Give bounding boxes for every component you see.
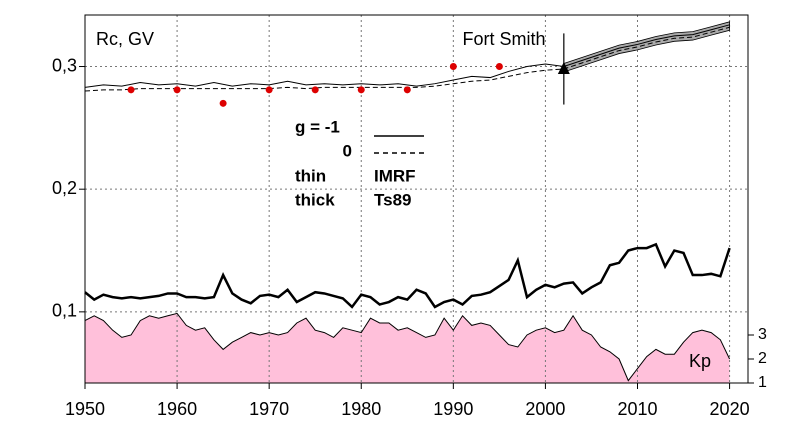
line bbox=[84, 24, 730, 88]
x-tick-label: 1990 bbox=[433, 399, 473, 419]
point bbox=[403, 86, 411, 94]
y-tick-label: 0,2 bbox=[52, 178, 77, 198]
x-tick-label: 1980 bbox=[341, 399, 381, 419]
point bbox=[311, 86, 319, 94]
x-tick-label: 2020 bbox=[710, 399, 750, 419]
legend-text: thick bbox=[295, 190, 335, 209]
x-tick-label: 1950 bbox=[65, 399, 105, 419]
line bbox=[84, 26, 730, 92]
kp-outline bbox=[84, 312, 731, 382]
point bbox=[219, 99, 227, 107]
station-marker bbox=[557, 61, 570, 74]
point bbox=[495, 63, 503, 71]
plot-frame bbox=[84, 14, 749, 384]
point bbox=[449, 63, 457, 71]
kp-label: Kp bbox=[689, 351, 711, 371]
y2-tick-label: 3 bbox=[758, 326, 767, 343]
x-tick-label: 1960 bbox=[157, 399, 197, 419]
annotation: Fort Smith bbox=[462, 29, 545, 49]
y2-tick-label: 2 bbox=[758, 350, 767, 367]
x-tick-label: 1970 bbox=[249, 399, 289, 419]
point bbox=[127, 86, 135, 94]
x-tick-label: 2000 bbox=[525, 399, 565, 419]
y2-tick-label: 1 bbox=[758, 374, 767, 391]
legend-text: thin bbox=[295, 166, 326, 185]
band bbox=[563, 21, 730, 73]
point bbox=[265, 86, 273, 94]
y-tick-label: 0,3 bbox=[52, 55, 77, 75]
legend-text: g = -1 bbox=[295, 117, 340, 136]
point bbox=[357, 86, 365, 94]
point bbox=[173, 86, 181, 94]
legend-text: Ts89 bbox=[374, 190, 412, 209]
y-axis-label: Rc, GV bbox=[96, 29, 154, 49]
line bbox=[84, 242, 731, 309]
x-tick-label: 2010 bbox=[617, 399, 657, 419]
legend-text: 0 bbox=[343, 141, 352, 160]
kp-area bbox=[85, 313, 730, 383]
legend-text: IMRF bbox=[374, 166, 416, 185]
y-tick-label: 0,1 bbox=[52, 301, 77, 321]
